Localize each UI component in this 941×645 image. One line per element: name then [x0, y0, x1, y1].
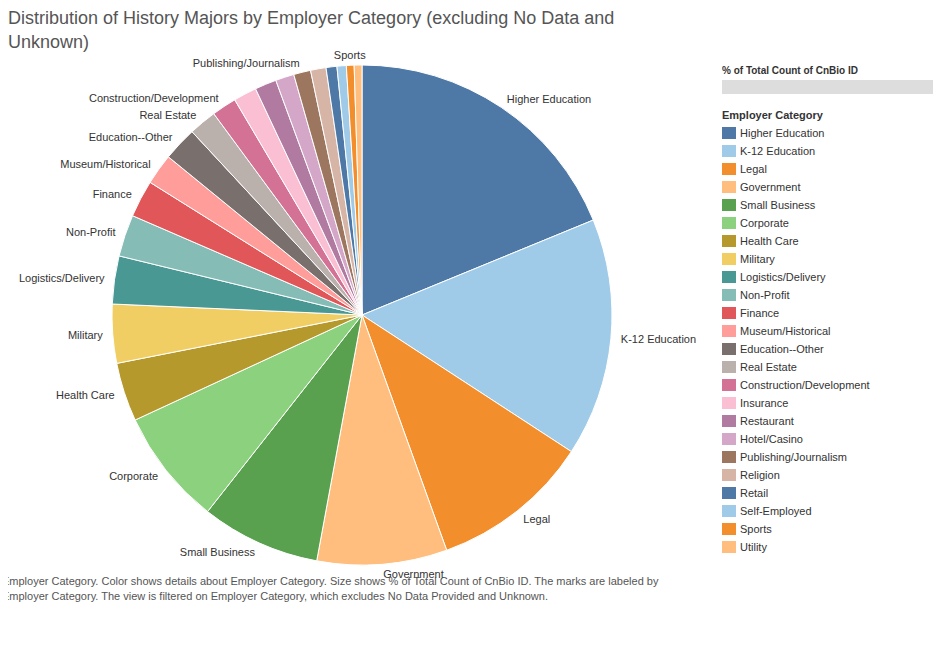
- svg-text:Logistics/Delivery: Logistics/Delivery: [19, 272, 105, 284]
- svg-text:Finance: Finance: [93, 188, 132, 200]
- svg-text:Higher Education: Higher Education: [507, 93, 591, 105]
- svg-text:K-12 Education: K-12 Education: [621, 333, 696, 345]
- svg-text:Museum/Historical: Museum/Historical: [60, 158, 150, 170]
- svg-text:Construction/Development: Construction/Development: [89, 92, 219, 104]
- svg-text:Military: Military: [68, 329, 103, 341]
- svg-text:Sports: Sports: [334, 49, 366, 61]
- svg-text:Non-Profit: Non-Profit: [66, 226, 116, 238]
- svg-text:Publishing/Journalism: Publishing/Journalism: [193, 57, 300, 69]
- svg-text:Small Business: Small Business: [180, 546, 256, 558]
- svg-text:Legal: Legal: [523, 513, 550, 525]
- svg-text:Education--Other: Education--Other: [89, 131, 173, 143]
- svg-text:Real Estate: Real Estate: [139, 109, 196, 121]
- svg-text:Health Care: Health Care: [56, 389, 115, 401]
- svg-text:Corporate: Corporate: [109, 470, 158, 482]
